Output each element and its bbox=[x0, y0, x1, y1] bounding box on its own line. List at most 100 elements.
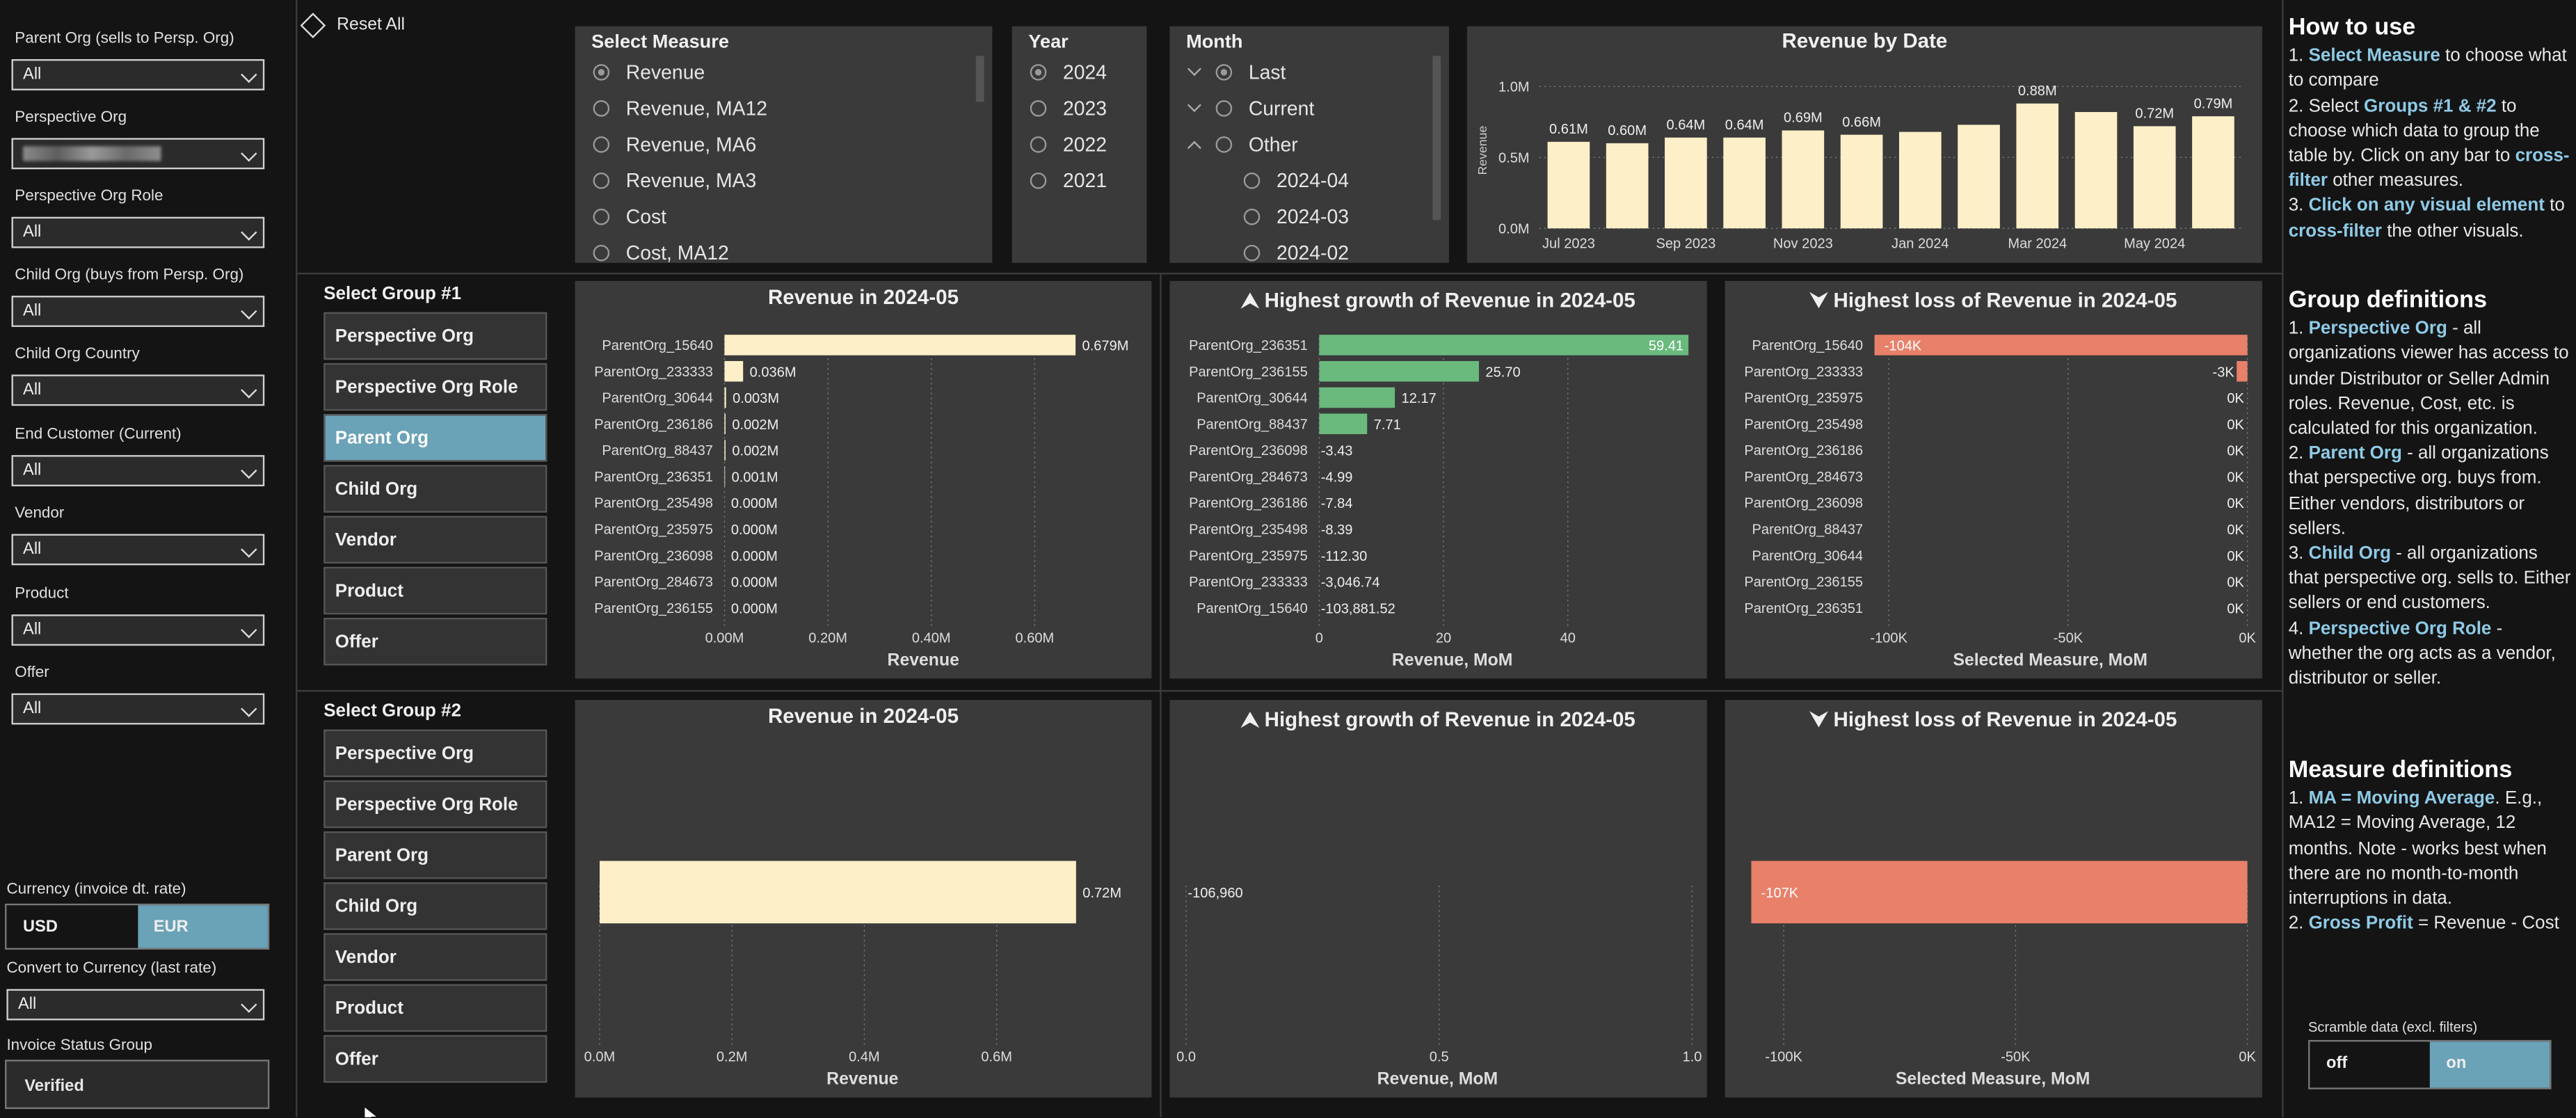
group-option-button[interactable]: Product bbox=[323, 566, 547, 615]
month-option[interactable]: 2024-04 bbox=[1243, 169, 1349, 192]
filter-dropdown[interactable] bbox=[11, 138, 265, 170]
radio-option[interactable]: 2023 bbox=[1030, 97, 1107, 120]
month-option[interactable]: 2024-02 bbox=[1243, 241, 1349, 263]
group-definitions-title: Group definitions bbox=[2288, 287, 2488, 314]
bar[interactable] bbox=[2016, 103, 2059, 229]
invoice-status-box[interactable]: Verified bbox=[5, 1060, 270, 1110]
group-option-button[interactable]: Vendor bbox=[323, 516, 547, 564]
help-text: - all organizations viewer has access to… bbox=[2288, 319, 2569, 439]
help-text: the other visuals. bbox=[2381, 221, 2524, 241]
help-keyword: Perspective Org Role bbox=[2308, 618, 2492, 639]
bar[interactable] bbox=[1606, 143, 1649, 229]
help-text: 2. bbox=[2288, 444, 2309, 464]
month-option[interactable]: 2024-03 bbox=[1243, 205, 1349, 227]
month-option[interactable]: Last bbox=[1187, 61, 1286, 83]
bar[interactable] bbox=[724, 387, 726, 408]
currency-toggle[interactable]: USD EUR bbox=[5, 903, 270, 950]
bar[interactable] bbox=[1898, 131, 1942, 229]
radio-option[interactable]: 2021 bbox=[1030, 169, 1107, 192]
group-option-button[interactable]: Child Org bbox=[323, 882, 547, 930]
month-scrollbar[interactable] bbox=[1432, 56, 1441, 221]
filter-dropdown[interactable]: All bbox=[11, 534, 265, 566]
bar[interactable] bbox=[724, 466, 726, 487]
currency-usd[interactable]: USD bbox=[23, 918, 58, 937]
radio-option[interactable]: Revenue, MA6 bbox=[593, 133, 756, 156]
filter-dropdown[interactable]: All bbox=[11, 296, 265, 327]
chevron-up-icon[interactable] bbox=[1187, 138, 1201, 151]
group-option-button[interactable]: Offer bbox=[323, 1035, 547, 1083]
bar[interactable] bbox=[1874, 335, 2248, 356]
group-option-button[interactable]: Vendor bbox=[323, 933, 547, 981]
bar[interactable] bbox=[1319, 387, 1395, 408]
group-option-button[interactable]: Parent Org bbox=[323, 831, 547, 879]
x-tick-label: May 2024 bbox=[2124, 237, 2185, 252]
chevron-down-icon[interactable] bbox=[1187, 102, 1201, 115]
scramble-off[interactable]: off bbox=[2326, 1055, 2348, 1073]
g2-revenue-chart[interactable]: 0.0M 0.2M 0.4M 0.6M Revenue 0.72M bbox=[575, 700, 1152, 1098]
filter-dropdown[interactable]: All bbox=[11, 59, 265, 90]
radio-option[interactable]: Revenue bbox=[593, 61, 705, 83]
group-option-button[interactable]: Perspective Org Role bbox=[323, 362, 547, 411]
category-label: ParentOrg_30644 bbox=[1197, 391, 1308, 406]
data-label: 0.72M bbox=[1082, 886, 1121, 901]
filter-label: Child Org (buys from Persp. Org) bbox=[15, 266, 244, 285]
filter-dropdown[interactable]: All bbox=[11, 374, 265, 406]
bar[interactable] bbox=[2074, 112, 2118, 229]
bar[interactable] bbox=[599, 861, 1076, 924]
data-label: 0.000M bbox=[731, 496, 778, 511]
currency-eur[interactable]: EUR bbox=[137, 905, 268, 948]
group-option-button[interactable]: Perspective Org bbox=[323, 729, 547, 778]
bar[interactable] bbox=[1723, 137, 1766, 229]
month-option[interactable]: Other bbox=[1187, 133, 1298, 156]
radio-option[interactable]: 2024 bbox=[1030, 61, 1107, 83]
group-option-button[interactable]: Perspective Org Role bbox=[323, 780, 547, 829]
measure-scrollbar[interactable] bbox=[975, 56, 984, 102]
group-option-button[interactable]: Product bbox=[323, 984, 547, 1032]
filter-dropdown[interactable]: All bbox=[11, 614, 265, 646]
g1-growth-chart[interactable]: 0 20 40 Revenue, MoM ParentOrg_236351 59.41 Pa… bbox=[1169, 281, 1706, 679]
bar[interactable] bbox=[1840, 134, 1883, 229]
filter-dropdown[interactable]: All bbox=[11, 693, 265, 725]
radio-option[interactable]: 2022 bbox=[1030, 133, 1107, 156]
data-label: 0.001M bbox=[732, 470, 778, 485]
scramble-toggle[interactable]: off on bbox=[2308, 1039, 2552, 1089]
radio-option[interactable]: Cost, MA12 bbox=[593, 241, 729, 263]
bar[interactable] bbox=[2133, 126, 2176, 229]
filter-dropdown[interactable]: All bbox=[11, 216, 265, 248]
group-option-button[interactable]: Child Org bbox=[323, 465, 547, 513]
bar[interactable] bbox=[1547, 141, 1590, 229]
revenue-by-date-chart[interactable]: 0.0M 0.5M 1.0M 0.61M 0.60M 0.64M 0.64M 0.69M 0.6… bbox=[1467, 26, 2262, 263]
g1-revenue-chart[interactable]: 0.00M 0.20M 0.40M 0.60M Revenue ParentOrg_156… bbox=[575, 281, 1152, 679]
bar[interactable] bbox=[1958, 125, 2000, 229]
g2-growth-chart[interactable]: 0.0 0.5 1.0 Revenue, MoM -106,960 bbox=[1169, 700, 1706, 1098]
bar[interactable] bbox=[1319, 360, 1479, 382]
bar[interactable] bbox=[724, 335, 1076, 356]
chevron-down-icon[interactable] bbox=[1187, 65, 1201, 79]
help-text: = Revenue - Cost bbox=[2413, 913, 2559, 934]
g1-loss-chart[interactable]: -100K -50K 0K Selected Measure, MoM ParentOr… bbox=[1725, 281, 2262, 679]
bar[interactable] bbox=[724, 413, 726, 435]
group-option-button[interactable]: Parent Org bbox=[323, 414, 547, 462]
radio-label: 2024 bbox=[1062, 61, 1107, 84]
group-option-button[interactable]: Perspective Org bbox=[323, 312, 547, 360]
month-option[interactable]: Current bbox=[1187, 97, 1314, 120]
bar[interactable] bbox=[2237, 360, 2248, 382]
convert-currency-dropdown[interactable]: All bbox=[6, 989, 265, 1021]
bar[interactable] bbox=[1665, 137, 1707, 229]
radio-option[interactable]: Revenue, MA3 bbox=[593, 169, 756, 192]
bar[interactable] bbox=[1782, 130, 1825, 229]
radio-option[interactable]: Cost bbox=[593, 205, 666, 227]
year-slicer-title: Year bbox=[1028, 33, 1069, 53]
bar[interactable] bbox=[2192, 116, 2234, 229]
group-option-button[interactable]: Offer bbox=[323, 617, 547, 666]
g2-loss-chart[interactable]: -100K -50K 0K Selected Measure, MoM -107K bbox=[1725, 700, 2262, 1098]
scramble-on[interactable]: on bbox=[2429, 1041, 2550, 1088]
bar[interactable] bbox=[1751, 861, 2248, 924]
radio-option[interactable]: Revenue, MA12 bbox=[593, 97, 767, 120]
filter-dropdown[interactable]: All bbox=[11, 455, 265, 487]
bar[interactable] bbox=[1319, 335, 1689, 356]
bar[interactable] bbox=[724, 440, 726, 461]
reset-all-button[interactable]: Reset All bbox=[300, 12, 405, 38]
bar[interactable] bbox=[724, 360, 744, 382]
bar[interactable] bbox=[1319, 413, 1368, 435]
